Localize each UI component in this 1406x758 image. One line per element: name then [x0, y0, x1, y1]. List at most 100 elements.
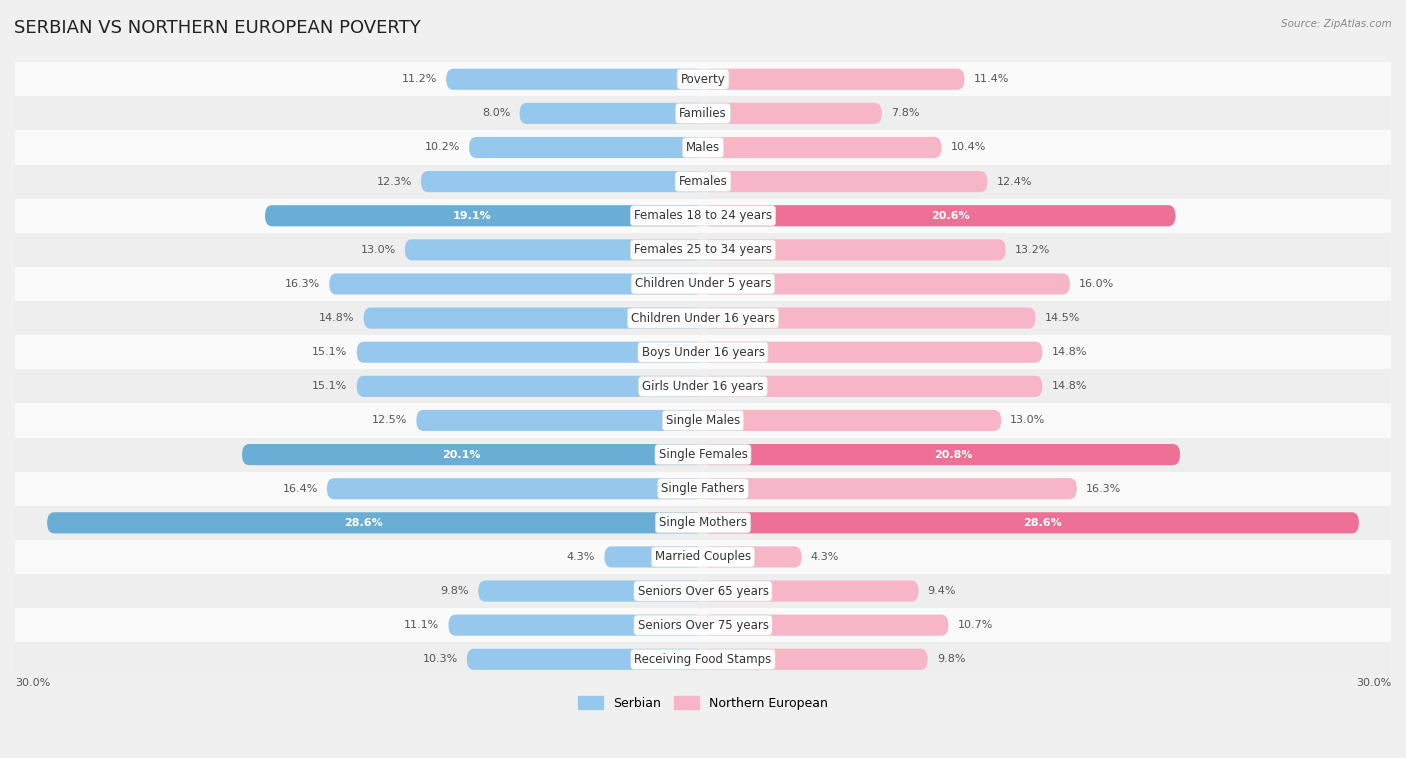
FancyBboxPatch shape: [446, 69, 703, 90]
Text: 10.7%: 10.7%: [957, 620, 993, 630]
Text: SERBIAN VS NORTHERN EUROPEAN POVERTY: SERBIAN VS NORTHERN EUROPEAN POVERTY: [14, 19, 420, 37]
Bar: [15, 267, 1391, 301]
Text: Receiving Food Stamps: Receiving Food Stamps: [634, 653, 772, 666]
Text: Seniors Over 65 years: Seniors Over 65 years: [637, 584, 769, 597]
FancyBboxPatch shape: [703, 376, 1042, 397]
Text: 14.8%: 14.8%: [319, 313, 354, 323]
FancyBboxPatch shape: [405, 240, 703, 261]
Text: Females 18 to 24 years: Females 18 to 24 years: [634, 209, 772, 222]
Text: 9.8%: 9.8%: [440, 586, 470, 596]
FancyBboxPatch shape: [703, 547, 801, 568]
Bar: [15, 335, 1391, 369]
Text: 20.1%: 20.1%: [441, 449, 481, 459]
FancyBboxPatch shape: [703, 69, 965, 90]
Bar: [15, 540, 1391, 574]
Text: Single Fathers: Single Fathers: [661, 482, 745, 495]
FancyBboxPatch shape: [416, 410, 703, 431]
FancyBboxPatch shape: [329, 274, 703, 295]
Text: Seniors Over 75 years: Seniors Over 75 years: [637, 619, 769, 631]
Text: 11.4%: 11.4%: [973, 74, 1010, 84]
Text: 14.5%: 14.5%: [1045, 313, 1080, 323]
Bar: [15, 506, 1391, 540]
Legend: Serbian, Northern European: Serbian, Northern European: [574, 691, 832, 715]
FancyBboxPatch shape: [703, 649, 928, 670]
Text: Single Females: Single Females: [658, 448, 748, 461]
FancyBboxPatch shape: [703, 581, 918, 602]
Text: 10.4%: 10.4%: [950, 143, 986, 152]
Text: 16.4%: 16.4%: [283, 484, 318, 493]
Text: 15.1%: 15.1%: [312, 347, 347, 357]
Text: Children Under 16 years: Children Under 16 years: [631, 312, 775, 324]
FancyBboxPatch shape: [478, 581, 703, 602]
Bar: [15, 96, 1391, 130]
Text: Females 25 to 34 years: Females 25 to 34 years: [634, 243, 772, 256]
Text: Single Mothers: Single Mothers: [659, 516, 747, 529]
Text: 11.1%: 11.1%: [404, 620, 439, 630]
Text: 15.1%: 15.1%: [312, 381, 347, 391]
Text: 12.4%: 12.4%: [997, 177, 1032, 186]
FancyBboxPatch shape: [449, 615, 703, 636]
Text: 30.0%: 30.0%: [15, 678, 51, 688]
Bar: [15, 574, 1391, 608]
Text: 16.3%: 16.3%: [285, 279, 321, 289]
FancyBboxPatch shape: [703, 615, 949, 636]
Text: Families: Families: [679, 107, 727, 120]
Text: 19.1%: 19.1%: [453, 211, 492, 221]
FancyBboxPatch shape: [470, 137, 703, 158]
Text: Single Males: Single Males: [666, 414, 740, 427]
Text: Boys Under 16 years: Boys Under 16 years: [641, 346, 765, 359]
Text: 10.3%: 10.3%: [422, 654, 457, 664]
Text: Poverty: Poverty: [681, 73, 725, 86]
Text: 7.8%: 7.8%: [891, 108, 920, 118]
Text: 12.3%: 12.3%: [377, 177, 412, 186]
FancyBboxPatch shape: [326, 478, 703, 500]
Text: 12.5%: 12.5%: [371, 415, 408, 425]
Bar: [15, 403, 1391, 437]
FancyBboxPatch shape: [703, 171, 987, 193]
Text: 16.0%: 16.0%: [1080, 279, 1115, 289]
Text: 20.8%: 20.8%: [934, 449, 972, 459]
Bar: [15, 301, 1391, 335]
Text: Males: Males: [686, 141, 720, 154]
Text: 14.8%: 14.8%: [1052, 381, 1087, 391]
Text: 4.3%: 4.3%: [567, 552, 595, 562]
Bar: [15, 130, 1391, 164]
Text: 9.8%: 9.8%: [936, 654, 966, 664]
Text: 20.6%: 20.6%: [931, 211, 970, 221]
Bar: [15, 642, 1391, 676]
Text: Married Couples: Married Couples: [655, 550, 751, 563]
Text: 13.0%: 13.0%: [1011, 415, 1046, 425]
FancyBboxPatch shape: [364, 308, 703, 329]
FancyBboxPatch shape: [703, 444, 1180, 465]
FancyBboxPatch shape: [357, 342, 703, 363]
FancyBboxPatch shape: [264, 205, 703, 227]
Bar: [15, 369, 1391, 403]
FancyBboxPatch shape: [703, 410, 1001, 431]
Bar: [15, 62, 1391, 96]
Text: 13.0%: 13.0%: [360, 245, 395, 255]
Text: 10.2%: 10.2%: [425, 143, 460, 152]
FancyBboxPatch shape: [48, 512, 703, 534]
Text: 8.0%: 8.0%: [482, 108, 510, 118]
Text: 14.8%: 14.8%: [1052, 347, 1087, 357]
FancyBboxPatch shape: [703, 342, 1042, 363]
Text: Girls Under 16 years: Girls Under 16 years: [643, 380, 763, 393]
Bar: [15, 437, 1391, 471]
FancyBboxPatch shape: [467, 649, 703, 670]
FancyBboxPatch shape: [357, 376, 703, 397]
Text: 4.3%: 4.3%: [811, 552, 839, 562]
Text: 9.4%: 9.4%: [928, 586, 956, 596]
Text: 13.2%: 13.2%: [1015, 245, 1050, 255]
FancyBboxPatch shape: [420, 171, 703, 193]
Text: Children Under 5 years: Children Under 5 years: [634, 277, 772, 290]
FancyBboxPatch shape: [703, 103, 882, 124]
FancyBboxPatch shape: [703, 205, 1175, 227]
FancyBboxPatch shape: [703, 478, 1077, 500]
Bar: [15, 233, 1391, 267]
Bar: [15, 164, 1391, 199]
Text: 30.0%: 30.0%: [1355, 678, 1391, 688]
Text: 16.3%: 16.3%: [1085, 484, 1121, 493]
FancyBboxPatch shape: [703, 274, 1070, 295]
FancyBboxPatch shape: [242, 444, 703, 465]
Bar: [15, 471, 1391, 506]
